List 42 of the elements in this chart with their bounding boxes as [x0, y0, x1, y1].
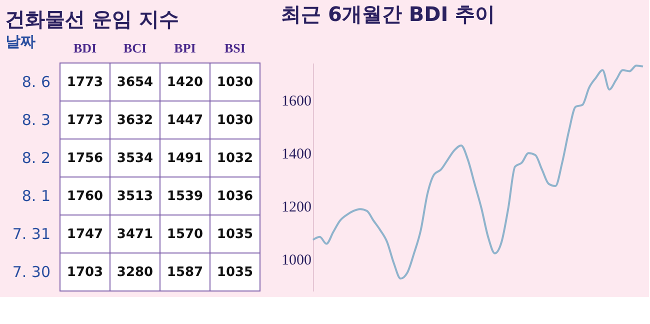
x-tick-label: BSI — [224, 40, 246, 56]
y-tick-label: 1000 — [282, 252, 312, 269]
data-label: 1703 — [66, 265, 104, 280]
data-label: 1447 — [166, 113, 204, 128]
data-label: 3534 — [116, 151, 154, 166]
x-tick-label: BCI — [123, 40, 147, 56]
data-label: 1032 — [216, 151, 254, 166]
data-label: 3471 — [116, 227, 154, 242]
data-label: 1587 — [166, 265, 204, 280]
data-label: 3280 — [116, 265, 154, 280]
data-label: 3654 — [116, 75, 154, 90]
data-label: 1035 — [216, 227, 254, 242]
y-axis-title: 날짜 — [6, 32, 36, 50]
data-label: 1030 — [216, 75, 254, 90]
x-tick-label: BPI — [174, 40, 196, 56]
data-label: 3513 — [116, 189, 154, 204]
data-label: 1756 — [66, 151, 104, 166]
data-label: 1035 — [216, 265, 254, 280]
data-label: 1491 — [166, 151, 204, 166]
chart-title: 건화물선 운임 지수 — [5, 7, 179, 31]
y-tick-label: 1400 — [282, 146, 312, 163]
data-label: 1773 — [66, 113, 104, 128]
data-label: 1539 — [166, 189, 204, 204]
y-tick-label: 7. 31 — [12, 225, 50, 243]
data-label: 1570 — [166, 227, 204, 242]
y-tick-label: 1600 — [282, 94, 312, 110]
data-label: 1747 — [66, 227, 104, 242]
y-tick-label: 8. 1 — [22, 187, 50, 205]
data-label: 1773 — [66, 75, 104, 90]
y-tick-label: 8. 3 — [22, 111, 50, 129]
line-series — [312, 64, 644, 280]
data-label: 1420 — [166, 75, 204, 90]
y-tick-label: 7. 30 — [12, 263, 50, 281]
data-label: 3632 — [116, 113, 154, 128]
y-tick-label: 8. 6 — [22, 73, 50, 91]
chart-title: 최근 6개월간 BDI 추이 — [281, 2, 496, 26]
y-tick-label: 1200 — [282, 200, 312, 216]
data-label: 1760 — [66, 189, 104, 204]
data-label: 1030 — [216, 113, 254, 128]
x-tick-label: BDI — [73, 40, 97, 56]
data-label: 1036 — [216, 189, 254, 204]
y-tick-label: 8. 2 — [22, 149, 50, 167]
